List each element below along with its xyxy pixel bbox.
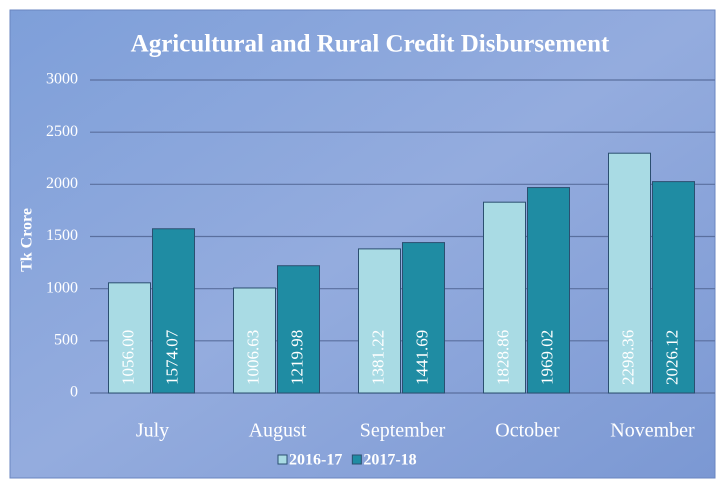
data-label: 1574.07: [162, 329, 181, 385]
chart-background: [9, 9, 716, 479]
bar: [358, 248, 401, 394]
bar: [652, 181, 695, 394]
data-label: 2298.36: [618, 330, 637, 385]
y-tick-label: 0: [70, 384, 78, 401]
x-tick-label: August: [249, 420, 307, 442]
legend-label: 2016-17: [289, 452, 342, 469]
bar: [608, 152, 651, 394]
data-label: 2026.12: [662, 330, 681, 385]
legend-swatch: [277, 454, 288, 465]
data-label: 1381.22: [368, 330, 387, 385]
y-tick-label: 2500: [46, 123, 78, 140]
data-label: 1969.02: [537, 330, 556, 385]
data-label: 1828.86: [493, 330, 512, 385]
x-tick-label: November: [610, 420, 695, 442]
x-tick-label: September: [360, 420, 446, 442]
y-tick-label: 3000: [46, 71, 78, 88]
legend-swatch: [351, 454, 362, 465]
x-tick-label: July: [136, 420, 169, 442]
data-label: 1006.63: [243, 330, 262, 385]
chart-title: Agricultural and Rural Credit Disburseme…: [131, 31, 610, 58]
data-label: 1219.98: [287, 330, 306, 385]
y-axis-label: Tk Crore: [19, 208, 36, 272]
data-label: 1056.00: [118, 330, 137, 385]
bar: [483, 201, 526, 394]
bar: [233, 287, 276, 394]
legend-label: 2017-18: [363, 452, 416, 469]
y-tick-label: 500: [54, 332, 78, 349]
bar: [402, 242, 445, 394]
bar: [152, 228, 195, 394]
bar: [277, 265, 320, 394]
y-tick-label: 2000: [46, 175, 78, 192]
bar: [527, 187, 570, 394]
bar: [108, 282, 151, 394]
y-tick-label: 1500: [46, 227, 78, 244]
x-tick-label: October: [495, 420, 560, 442]
data-label: 1441.69: [412, 330, 431, 385]
y-tick-label: 1000: [46, 279, 78, 296]
